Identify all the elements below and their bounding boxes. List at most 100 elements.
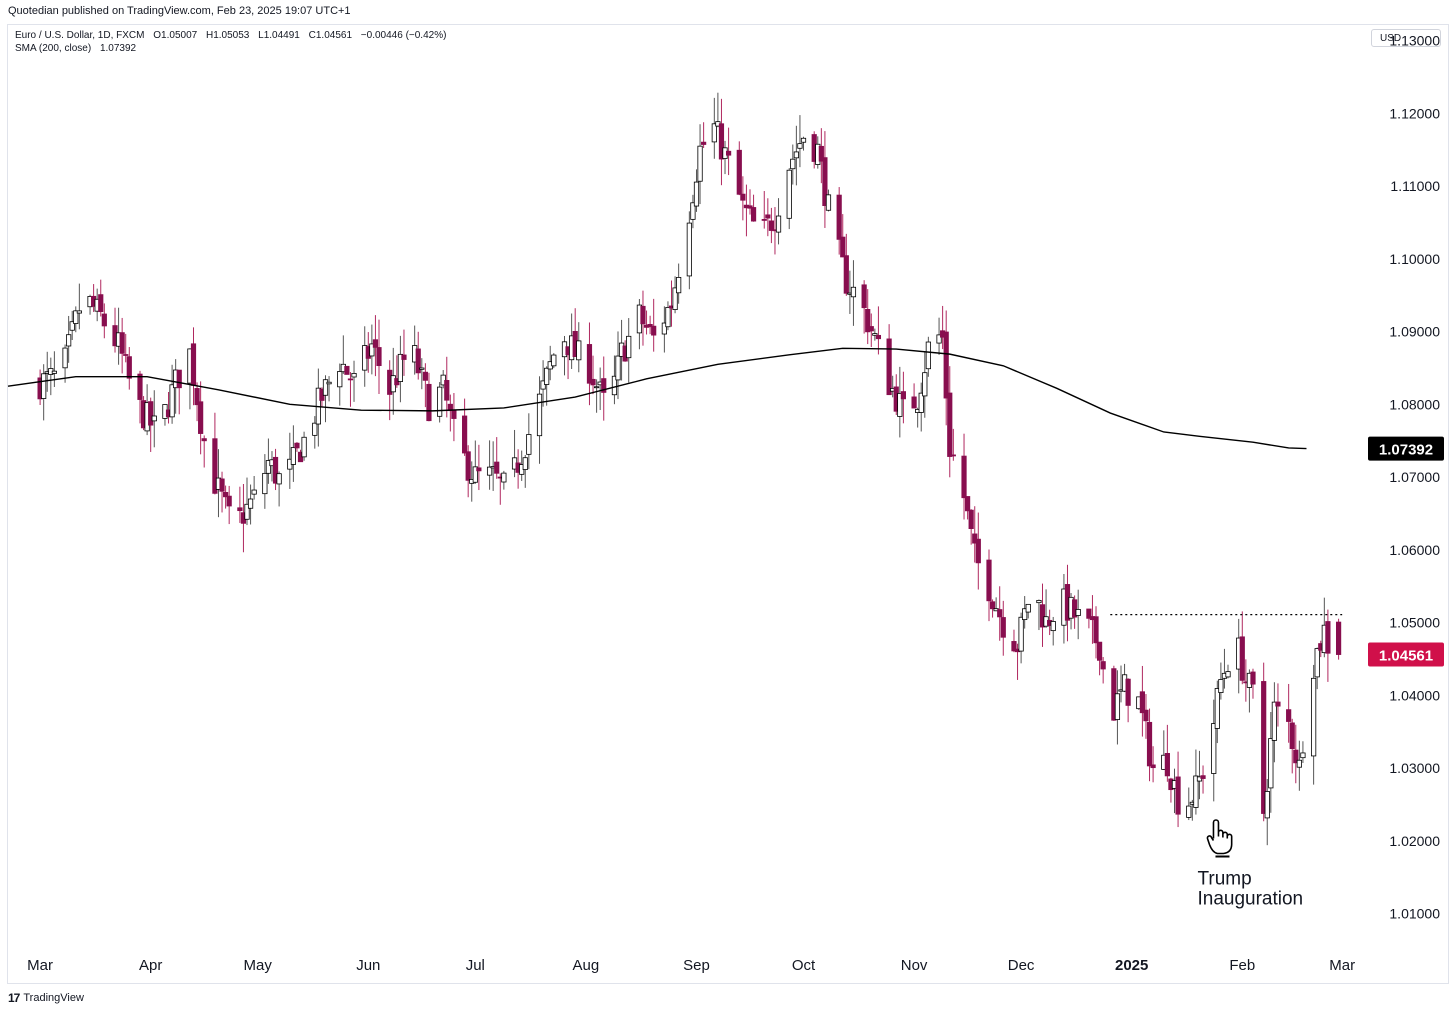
candle-body bbox=[376, 347, 382, 367]
candle-body bbox=[1139, 691, 1145, 714]
candle-body bbox=[1261, 681, 1267, 814]
candle-body bbox=[437, 386, 443, 417]
candle-body bbox=[590, 378, 596, 386]
candle-body bbox=[1086, 608, 1092, 619]
candle-body bbox=[1239, 636, 1245, 681]
candle-body bbox=[868, 326, 874, 332]
candle-body bbox=[1000, 617, 1006, 638]
candle-body bbox=[1164, 753, 1170, 777]
y-tick-label: 1.12000 bbox=[1389, 105, 1440, 121]
candle-body bbox=[576, 340, 582, 361]
candle-body bbox=[768, 220, 774, 231]
candle-body bbox=[922, 372, 928, 397]
published-header: Quotedian published on TradingView.com, … bbox=[8, 5, 351, 17]
candle-body bbox=[76, 310, 82, 314]
candle-body bbox=[836, 194, 842, 240]
y-tick-label: 1.13000 bbox=[1389, 33, 1440, 49]
x-tick-label: Jun bbox=[356, 957, 380, 974]
candle-body bbox=[73, 310, 79, 324]
candle-body bbox=[818, 145, 824, 162]
candle-body bbox=[415, 348, 421, 374]
candle-body bbox=[825, 194, 832, 211]
candle-body bbox=[1311, 677, 1317, 757]
candle-body bbox=[601, 378, 607, 393]
candle-body bbox=[822, 157, 828, 207]
candle-body bbox=[247, 498, 254, 509]
candle-body bbox=[997, 609, 1003, 618]
candle-body bbox=[1296, 759, 1302, 768]
candle-body bbox=[861, 284, 867, 309]
candle-body bbox=[647, 323, 653, 328]
candle-body bbox=[968, 509, 974, 529]
ohlc-close: C1.04561 bbox=[308, 30, 353, 41]
candle-body bbox=[1200, 775, 1206, 779]
candle-body bbox=[665, 307, 671, 328]
indicator-name[interactable]: SMA (200, close) bbox=[15, 43, 92, 54]
candles-group bbox=[37, 92, 1342, 846]
currency-button[interactable]: USD bbox=[1371, 29, 1441, 47]
candle-body bbox=[1096, 641, 1103, 661]
candle-body bbox=[526, 434, 532, 455]
candle-body bbox=[312, 422, 318, 436]
last-price-label-bg bbox=[1368, 642, 1444, 667]
ohlc-open: O1.05007 bbox=[153, 30, 198, 41]
sma-price-label-bg bbox=[1368, 436, 1444, 461]
candle-body bbox=[797, 143, 803, 149]
sma-200-line bbox=[7, 347, 1307, 450]
candle-body bbox=[337, 371, 343, 388]
candle-body bbox=[872, 333, 878, 336]
candle-body bbox=[176, 369, 182, 389]
footer-branding: 17 TradingView bbox=[8, 991, 84, 1005]
candle-body bbox=[1300, 752, 1306, 759]
candle-body bbox=[786, 169, 792, 219]
candle-body bbox=[262, 472, 268, 495]
candle-body bbox=[850, 286, 857, 298]
candle-body bbox=[676, 276, 682, 294]
candle-body bbox=[925, 341, 931, 370]
x-tick-label: Feb bbox=[1229, 957, 1255, 974]
candle-body bbox=[690, 202, 696, 220]
candle-body bbox=[586, 344, 593, 384]
indicator-value: 1.07392 bbox=[99, 43, 137, 54]
symbol-info-line: Euro / U.S. Dollar, 1D, FXCM O1.05007 H1… bbox=[15, 30, 452, 41]
candle-body bbox=[101, 313, 107, 327]
candle-body bbox=[1025, 603, 1031, 613]
candle-body bbox=[151, 415, 157, 422]
candle-body bbox=[426, 383, 432, 422]
candle-body bbox=[462, 415, 468, 454]
symbol-name[interactable]: Euro / U.S. Dollar, 1D, FXCM bbox=[15, 30, 145, 41]
candle-body bbox=[843, 255, 849, 294]
candle-body bbox=[594, 386, 600, 389]
candle-body bbox=[693, 181, 700, 207]
candle-body bbox=[1011, 641, 1017, 652]
x-tick-label: 2025 bbox=[1115, 957, 1148, 974]
candle-body bbox=[1196, 776, 1203, 782]
y-tick-label: 1.04000 bbox=[1389, 687, 1440, 703]
candle-body bbox=[626, 335, 632, 359]
candle-body bbox=[611, 375, 618, 396]
candle-body bbox=[472, 466, 478, 483]
candle-body bbox=[397, 353, 404, 382]
candle-body bbox=[1225, 671, 1231, 678]
candle-body bbox=[686, 222, 692, 277]
candle-body bbox=[1146, 721, 1153, 767]
candle-body bbox=[947, 392, 953, 457]
candle-body bbox=[1022, 608, 1028, 621]
candle-body bbox=[615, 355, 621, 381]
candle-body bbox=[1072, 599, 1078, 618]
candle-body bbox=[190, 343, 197, 386]
candle-body bbox=[1125, 678, 1131, 706]
candle-body bbox=[711, 123, 717, 143]
candle-body bbox=[701, 141, 707, 145]
candle-body bbox=[401, 354, 407, 360]
candle-body bbox=[265, 460, 272, 474]
candle-body bbox=[1114, 693, 1121, 720]
candle-body bbox=[986, 559, 992, 602]
y-tick-label: 1.01000 bbox=[1389, 906, 1440, 922]
candle-body bbox=[897, 393, 903, 417]
last-price-label: 1.04561 bbox=[1379, 648, 1433, 665]
y-tick-label: 1.02000 bbox=[1389, 833, 1440, 849]
candle-body bbox=[840, 236, 846, 258]
candle-body bbox=[886, 338, 892, 396]
